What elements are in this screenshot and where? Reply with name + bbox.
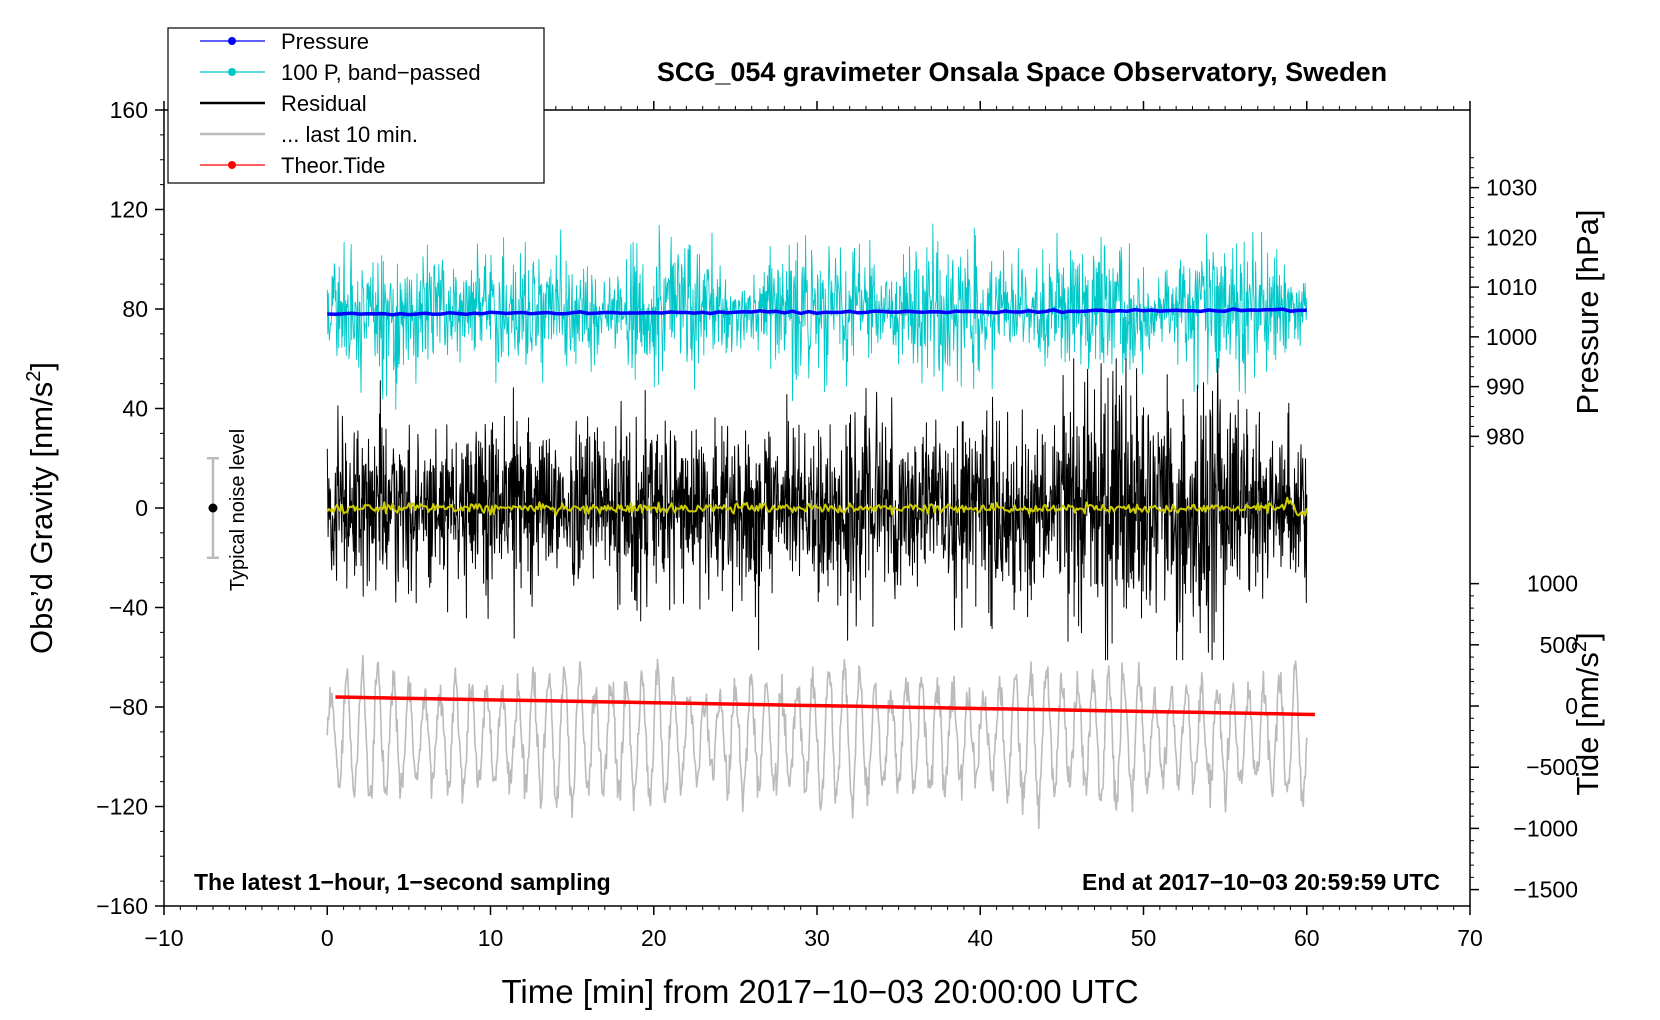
y-label-left-end: ] [24, 362, 59, 371]
y-tick-label: 80 [122, 296, 148, 322]
y-tick-label: −80 [109, 694, 148, 720]
legend-label: ... last 10 min. [281, 122, 418, 147]
x-tick-label: 60 [1294, 925, 1320, 951]
legend-items: Pressure 100 P, band−passed Residual ... la… [200, 29, 481, 178]
pressure-tick-label: 1010 [1486, 274, 1537, 300]
y-axis-label-pressure: Pressure [hPa] [1570, 209, 1605, 414]
tide-tick-label: −1500 [1513, 877, 1578, 903]
series-layer [326, 223, 1315, 830]
tide-tick-label: 1000 [1527, 571, 1578, 597]
x-tick-label: 20 [641, 925, 667, 951]
pressure-tick-label: 1020 [1486, 224, 1537, 250]
y-label-tide-end: ] [1570, 632, 1605, 641]
y-axis-label-tide: Tide [nm/s2] [1569, 632, 1605, 795]
tide-tick-label: 0 [1565, 693, 1578, 719]
series-band-passed [326, 223, 1308, 410]
y-label-tide-sup: 2 [1569, 641, 1591, 652]
series-last-10-min [326, 654, 1308, 830]
x-tick-label: 70 [1457, 925, 1483, 951]
y-label-left-main: Obs’d Gravity [nm/s [24, 382, 59, 654]
x-tick-label: −10 [144, 925, 183, 951]
tide-tick-label: 500 [1540, 632, 1578, 658]
pressure-tick-label: 990 [1486, 374, 1524, 400]
series-residual-smoothed [326, 496, 1308, 517]
legend-label: Pressure [281, 29, 369, 54]
x-tick-label: 40 [967, 925, 993, 951]
tide-tick-label: −500 [1526, 754, 1578, 780]
legend-box [167, 27, 545, 184]
axes-layer: −10 0 10 20 30 40 50 60 7016012080400−40−80−120−… [96, 97, 1578, 951]
y-tick-label: 40 [122, 396, 148, 422]
legend-marker [228, 161, 236, 169]
y-label-tide-main: Tide [nm/s [1570, 652, 1605, 796]
y-axis-label-left: Obs’d Gravity [nm/s2] [23, 362, 59, 654]
pressure-tick-label: 980 [1486, 423, 1524, 449]
y-label-left-sup: 2 [23, 371, 45, 382]
legend-marker [228, 68, 236, 76]
y-tick-label: −40 [109, 595, 148, 621]
legend-label: Theor.Tide [281, 153, 385, 178]
legend-label: Residual [281, 91, 367, 116]
annotation-sampling: The latest 1−hour, 1−second sampling [194, 869, 611, 895]
noise-indicator: Typical noise level [206, 429, 249, 591]
x-tick-label: 30 [804, 925, 830, 951]
legend-marker [228, 37, 236, 45]
noise-bar-dot [208, 503, 218, 513]
y-tick-label: 120 [110, 197, 148, 223]
y-tick-label: 0 [135, 495, 148, 521]
annotation-end-time: End at 2017−10−03 20:59:59 UTC [1082, 869, 1440, 895]
pressure-tick-label: 1030 [1486, 175, 1537, 201]
x-tick-label: 0 [321, 925, 334, 951]
y-tick-label: −160 [96, 893, 148, 919]
legend-label: 100 P, band−passed [281, 60, 481, 85]
x-axis-label: Time [min] from 2017−10−03 20:00:00 UTC [501, 973, 1138, 1010]
chart-title: SCG_054 gravimeter Onsala Space Observat… [657, 57, 1387, 87]
legend: Pressure 100 P, band−passed Residual ... la… [167, 27, 545, 184]
series-pressure [327, 307, 1307, 317]
series-theor-tide [335, 695, 1315, 717]
y-tick-label: 160 [110, 97, 148, 123]
tide-tick-label: −1000 [1513, 815, 1578, 841]
x-tick-label: 10 [478, 925, 504, 951]
noise-label: Typical noise level [227, 429, 249, 591]
x-tick-label: 50 [1131, 925, 1157, 951]
y-tick-label: −120 [96, 794, 148, 820]
pressure-tick-label: 1000 [1486, 324, 1537, 350]
